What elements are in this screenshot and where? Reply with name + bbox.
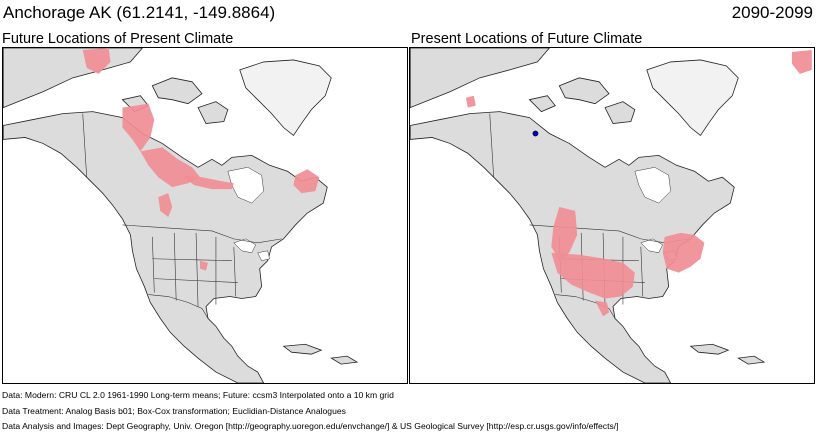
hudson-bay-shape	[227, 167, 264, 204]
siberia-shape	[3, 48, 143, 109]
analog-region-great-basin	[551, 252, 635, 299]
location-title: Anchorage AK (61.2141, -149.8864)	[3, 3, 276, 22]
us-canada-border	[122, 224, 282, 244]
footer-data-line: Data: Modern: CRU CL 2.0 1961-1990 Long-…	[2, 390, 394, 400]
state-lines	[152, 232, 238, 307]
analog-region-greenland-coast	[791, 49, 812, 74]
location-marker	[532, 130, 539, 137]
siberia-shape	[410, 48, 550, 109]
hudson-bay-shape	[634, 167, 671, 204]
analog-region-pacific-nw	[551, 207, 578, 261]
caribbean-shape	[689, 343, 766, 365]
caribbean-shape	[282, 343, 359, 365]
analog-region-siberia	[82, 48, 111, 74]
left-panel-title: Future Locations of Present Climate	[2, 31, 234, 47]
greenland-shape	[239, 59, 332, 137]
greenland-shape	[646, 59, 739, 137]
analog-region-labrador	[293, 169, 320, 194]
left-map-panel	[2, 47, 408, 384]
left-map	[3, 48, 359, 383]
analog-region-rockies	[200, 260, 208, 271]
period-label: 2090-2099	[731, 3, 813, 22]
us-mexico-border	[555, 294, 616, 319]
right-map	[410, 48, 812, 383]
right-map-panel	[409, 47, 815, 384]
alaska-border	[82, 113, 103, 194]
analog-region-alaska-coast	[465, 95, 476, 108]
analog-region-east	[662, 232, 705, 273]
us-mexico-border	[148, 294, 209, 319]
analog-region-mexico	[595, 300, 610, 317]
right-panel-title: Present Locations of Future Climate	[411, 31, 643, 47]
alaska-border	[489, 113, 510, 194]
footer-credits-line: Data Analysis and Images: Dept Geography…	[2, 421, 619, 431]
analog-region-alaska	[122, 103, 155, 152]
analog-region-bc	[158, 193, 173, 217]
analog-region-prairies	[182, 175, 234, 190]
footer-treatment-line: Data Treatment: Analog Basis b01; Box-Co…	[2, 406, 346, 416]
arctic-islands-shape	[528, 77, 636, 124]
great-lakes-shape	[233, 238, 270, 262]
